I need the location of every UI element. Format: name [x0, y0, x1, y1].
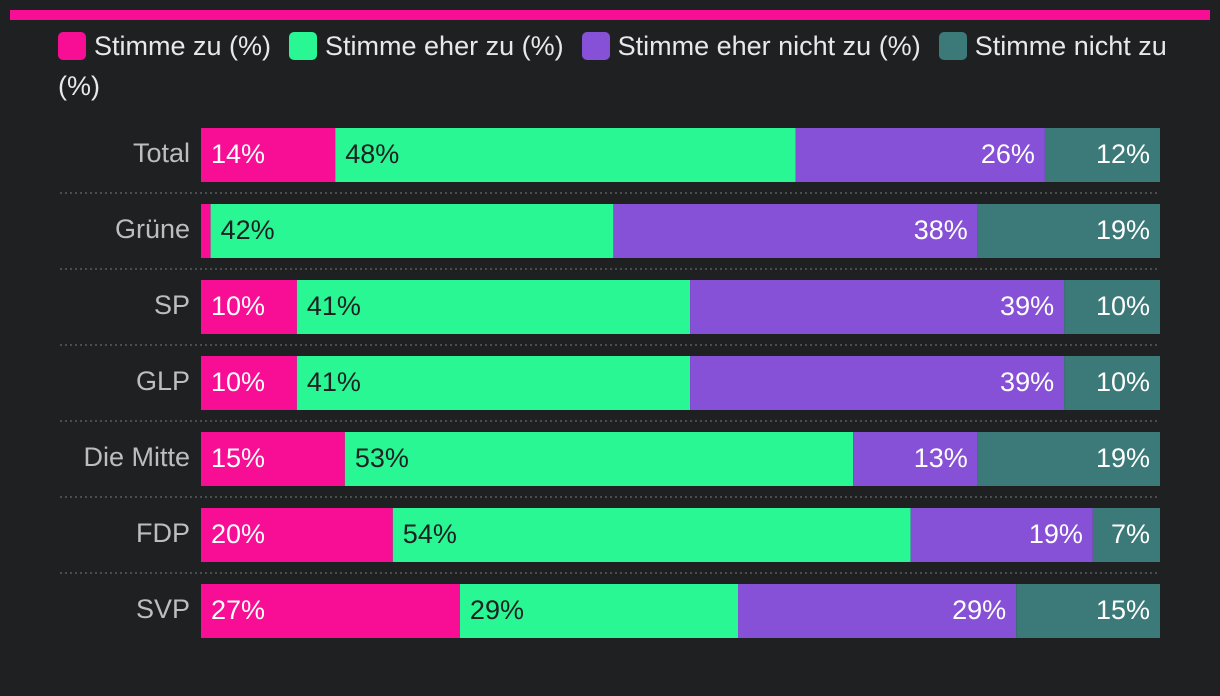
- data-label: 27%: [211, 595, 265, 625]
- data-label: 26%: [981, 139, 1035, 169]
- data-label: 13%: [914, 443, 968, 473]
- data-label: 19%: [1096, 443, 1150, 473]
- bar-segment: [1064, 280, 1160, 334]
- bar-segment: [459, 584, 739, 638]
- bar-segment: [690, 356, 1065, 410]
- category-label: SP: [154, 290, 190, 320]
- data-label: 38%: [914, 215, 968, 245]
- category-label: Total: [133, 138, 190, 168]
- legend-item: Stimme eher nicht zu (%): [581, 31, 921, 61]
- bar-segment: [210, 204, 614, 258]
- category-label: FDP: [136, 518, 190, 548]
- data-label: 42%: [221, 215, 275, 245]
- bar-segment: [201, 356, 297, 410]
- bar-segment: [344, 432, 854, 486]
- category-label: Grüne: [115, 214, 190, 244]
- bar-segment: [910, 508, 1093, 562]
- category-label: Die Mitte: [83, 442, 190, 472]
- data-label: 10%: [1096, 291, 1150, 321]
- bar-segment: [201, 432, 345, 486]
- bar-segment: [201, 128, 336, 182]
- bar-segment: [1016, 584, 1160, 638]
- bar-segment: [690, 280, 1065, 334]
- bar-segment: [613, 204, 978, 258]
- legend-label: Stimme zu (%): [94, 31, 272, 61]
- data-label: 15%: [211, 443, 265, 473]
- accent-top-bar: [10, 10, 1210, 20]
- category-label: SVP: [136, 594, 190, 624]
- data-label: 7%: [1111, 519, 1150, 549]
- data-label: 10%: [1096, 367, 1150, 397]
- bar-segment: [795, 128, 1045, 182]
- data-label: 29%: [470, 595, 524, 625]
- data-label: 48%: [345, 139, 399, 169]
- data-label: 29%: [952, 595, 1006, 625]
- bar-segment: [201, 204, 211, 258]
- data-label: 20%: [211, 519, 265, 549]
- bar-segment: [853, 432, 978, 486]
- legend-swatch: [938, 32, 967, 60]
- data-label: 39%: [1000, 367, 1054, 397]
- legend-label: Stimme eher zu (%): [325, 31, 564, 61]
- bar-segment: [201, 584, 460, 638]
- legend-swatch: [58, 32, 86, 60]
- category-label: GLP: [136, 366, 190, 396]
- data-label: 39%: [1000, 291, 1054, 321]
- data-label: 19%: [1029, 519, 1083, 549]
- bar-segment: [738, 584, 1017, 638]
- data-label: 15%: [1096, 595, 1150, 625]
- bar-segment: [1064, 356, 1160, 410]
- legend-item: Stimme nicht zu (%): [58, 31, 1167, 101]
- data-label: 41%: [307, 291, 361, 321]
- bar-segment: [335, 128, 796, 182]
- bar-segment: [1044, 128, 1160, 182]
- legend-item: Stimme zu (%): [58, 31, 271, 61]
- data-label: 14%: [211, 139, 265, 169]
- bar-segment: [201, 280, 297, 334]
- data-label: 53%: [355, 443, 409, 473]
- chart-legend: Stimme zu (%) Stimme eher zu (%) Stimme eh…: [58, 26, 1168, 106]
- bar-segment: [392, 508, 911, 562]
- bar-segment: [296, 356, 691, 410]
- legend-swatch: [581, 32, 610, 60]
- legend-item: Stimme eher zu (%): [289, 31, 564, 61]
- legend-swatch: [289, 32, 318, 60]
- bar-segment: [1092, 508, 1160, 562]
- bar-segment: [296, 280, 691, 334]
- data-label: 10%: [211, 291, 265, 321]
- data-label: 12%: [1096, 139, 1150, 169]
- data-label: 54%: [403, 519, 457, 549]
- data-label: 41%: [307, 367, 361, 397]
- legend-label: Stimme nicht zu (%): [58, 31, 1167, 101]
- bar-segment: [977, 204, 1160, 258]
- data-label: 19%: [1096, 215, 1150, 245]
- bar-segment: [977, 432, 1160, 486]
- legend-label: Stimme eher nicht zu (%): [617, 31, 921, 61]
- bar-segment: [201, 508, 393, 562]
- data-label: 10%: [211, 367, 265, 397]
